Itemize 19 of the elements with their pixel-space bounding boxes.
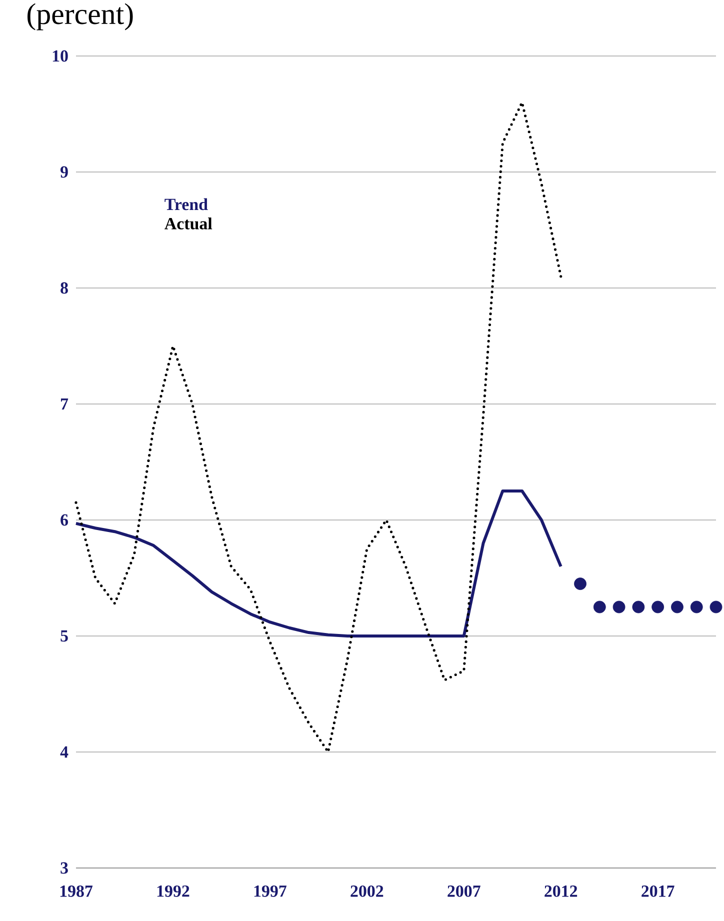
y-tick-label: 8 [60,282,68,294]
x-tick-label: 1997 [254,885,286,897]
text: Trend [164,198,208,210]
text: Actual [164,217,212,230]
y-tick-label: 10 [52,50,68,62]
y-tick-label: 7 [60,398,68,410]
y-tick-label: 9 [60,166,68,178]
x-tick-label: 2012 [544,885,578,897]
y-axis-title: (percent) [28,3,133,30]
x-tick-label: 1992 [157,885,190,897]
x-tick-label: 2017 [642,885,674,897]
x-tick-label: 2007 [448,885,480,897]
y-tick-label: 4 [60,746,68,758]
x-tick-label: 2002 [350,885,384,897]
y-tick-label: 6 [60,514,68,526]
y-tick-label: 5 [60,630,68,642]
y-tick-label: 3 [60,862,68,874]
line-series [74,101,562,754]
x-tick-label: 1987 [60,885,93,897]
